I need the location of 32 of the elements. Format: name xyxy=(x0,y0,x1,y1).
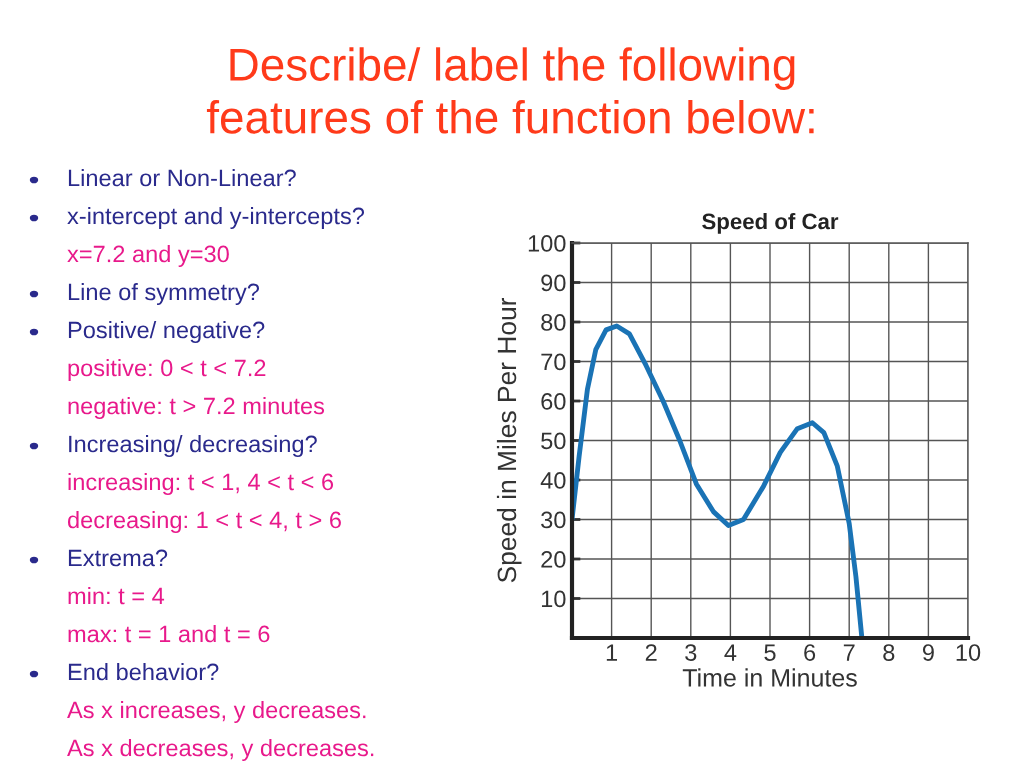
x-tick-label: 4 xyxy=(724,644,737,661)
text: Line of symmetry? xyxy=(68,282,260,305)
text: Increasing/ decreasing? increasing: t < 1, 4 < t < 6 decreasing: 1 < t < 4, t > 6 xyxy=(67,434,341,533)
y-axis-title: Speed in Miles Per Hour xyxy=(496,297,522,583)
y-tick-label: 60 xyxy=(541,393,566,410)
y-tick-label: 70 xyxy=(541,353,566,371)
text: x-intercept and y-intercepts? x=7.2 and y=30 xyxy=(67,206,365,267)
x-tick-label: 3 xyxy=(685,644,697,661)
y-tick-label: 80 xyxy=(541,314,566,331)
text: Extrema? min: t = 4 max: t = 1 and t = 6 xyxy=(68,549,270,643)
x-axis-title: Time in Minutes xyxy=(682,668,857,687)
chart-title: Describe/ label the following features of the function below: xyxy=(206,47,814,134)
x-tick-label: 10 xyxy=(956,644,981,661)
chart-subtitle: Speed of Car xyxy=(702,213,839,234)
x-tick-label: 9 xyxy=(922,644,934,661)
y-tick-label: 20 xyxy=(541,551,566,568)
line-series xyxy=(572,323,865,638)
y-tick-label: 10 xyxy=(541,590,566,608)
x-tick-label: 5 xyxy=(764,644,776,661)
y-tick-label: 30 xyxy=(541,511,566,529)
x-tick-label: 6 xyxy=(804,644,816,661)
y-tick-label: 50 xyxy=(541,432,566,450)
y-tick-label: 100 xyxy=(528,235,566,252)
y-tick-label: 90 xyxy=(541,274,566,292)
x-tick-label: 2 xyxy=(645,644,657,661)
x-tick-label: 7 xyxy=(843,644,855,661)
text: Linear or Non-Linear? xyxy=(68,169,296,187)
text: Positive/ negative? positive: 0 < t < 7.2 negative: t > 7.2 minutes xyxy=(68,320,325,419)
text: End behavior? As x increases, y decreases. As x decreases, y decreases. xyxy=(67,662,374,762)
x-tick-label: 1 xyxy=(606,644,618,661)
y-tick-label: 40 xyxy=(540,472,566,489)
x-tick-label: 8 xyxy=(883,644,895,661)
